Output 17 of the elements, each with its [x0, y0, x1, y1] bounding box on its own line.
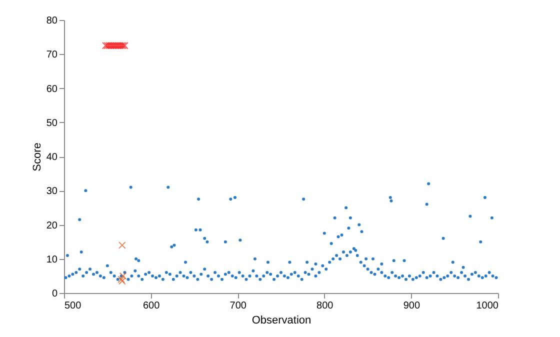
x-tick-label: 900	[403, 300, 420, 312]
y-tick-label: 20	[46, 220, 58, 232]
y-tick-label: 50	[46, 118, 58, 129]
x-tick-label: 500	[64, 300, 82, 312]
y-tick-label: 0	[52, 288, 58, 300]
y-axis-title: Score	[31, 142, 44, 172]
y-tick-label: 30	[46, 186, 58, 198]
x-tick-label: 600	[142, 300, 160, 312]
x-axis-title: Observation	[252, 314, 312, 326]
y-tick-label: 60	[46, 84, 58, 95]
x-tick-label: 1000	[476, 300, 499, 312]
y-tick-label: 10	[46, 254, 58, 266]
y-tick-label: 70	[46, 50, 58, 61]
x-tick-label: 700	[230, 300, 247, 312]
y-tick-label: 40	[46, 152, 58, 163]
y-tick-label: 80	[46, 16, 58, 26]
x-tick-label: 800	[316, 300, 334, 312]
